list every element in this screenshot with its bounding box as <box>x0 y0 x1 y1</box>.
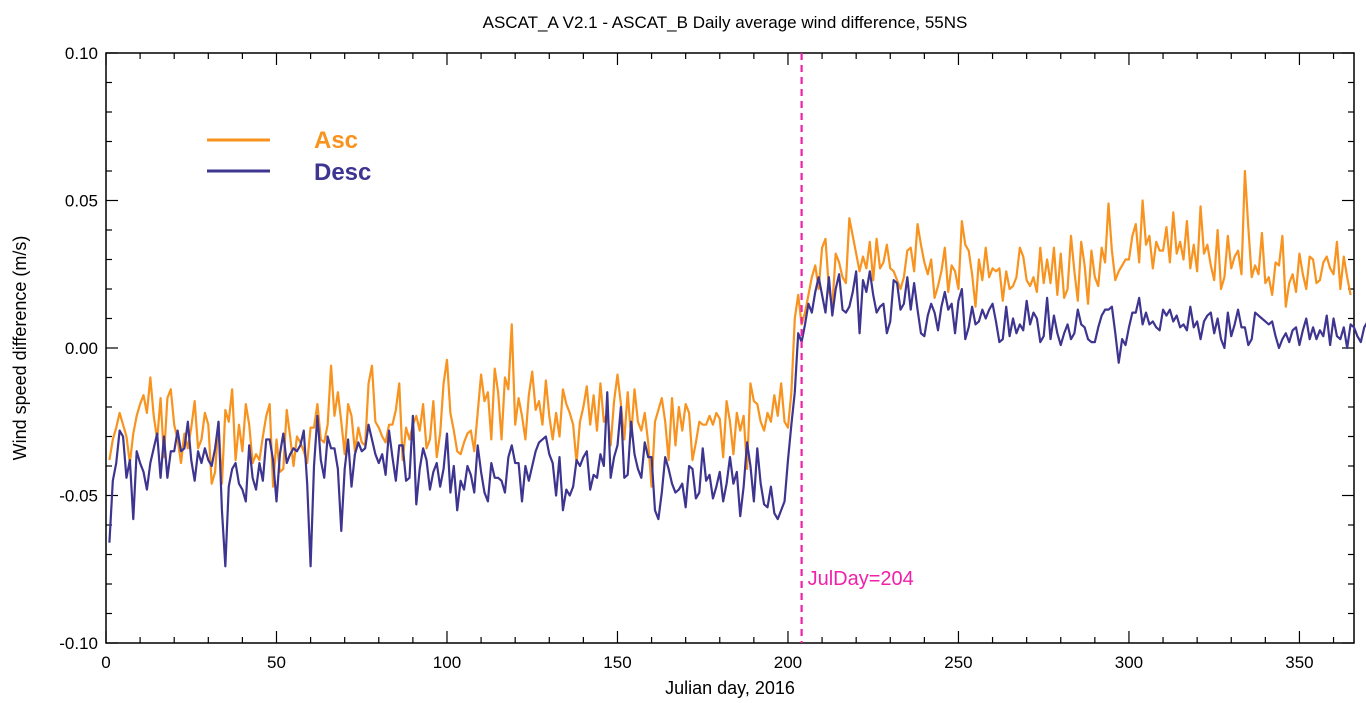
vline-label: JulDay=204 <box>808 568 914 590</box>
x-tick-label: 50 <box>267 653 286 672</box>
y-tick-label: -0.05 <box>59 487 98 506</box>
y-tick-label: -0.10 <box>59 634 98 653</box>
series-line-desc <box>108 270 1366 568</box>
legend: Asc Desc <box>207 127 371 186</box>
y-tick-label: 0.00 <box>65 339 98 358</box>
series-line-asc <box>108 169 1352 488</box>
x-axis-label: Julian day, 2016 <box>665 678 795 698</box>
x-tick-label: 200 <box>774 653 802 672</box>
x-tick-label: 300 <box>1115 653 1143 672</box>
y-axis-label: Wind speed difference (m/s) <box>10 236 30 461</box>
chart-title: ASCAT_A V2.1 - ASCAT_B Daily average win… <box>483 13 968 32</box>
axis-ticks <box>105 52 1354 644</box>
legend-label-asc: Asc <box>314 127 358 154</box>
x-tick-label: 250 <box>944 653 972 672</box>
y-tick-label: 0.10 <box>65 44 98 63</box>
plot-frame <box>105 52 1355 644</box>
x-tick-label: 350 <box>1285 653 1313 672</box>
axis-tick-labels: 0 50 100 150 200 250 300 350 -0.10 -0.05 0.00 0.05 0… <box>59 44 1313 672</box>
x-tick-label: 150 <box>603 653 631 672</box>
x-tick-label: 0 <box>101 653 110 672</box>
legend-label-desc: Desc <box>314 159 371 186</box>
x-tick-label: 100 <box>433 653 461 672</box>
y-tick-label: 0.05 <box>65 192 98 211</box>
plot-area: 0 50 100 150 200 250 300 350 -0.10 -0.05 0.00 0.05 0… <box>59 44 1366 672</box>
series-layer <box>108 169 1366 568</box>
annotation-layer: JulDay=204 <box>800 53 914 643</box>
